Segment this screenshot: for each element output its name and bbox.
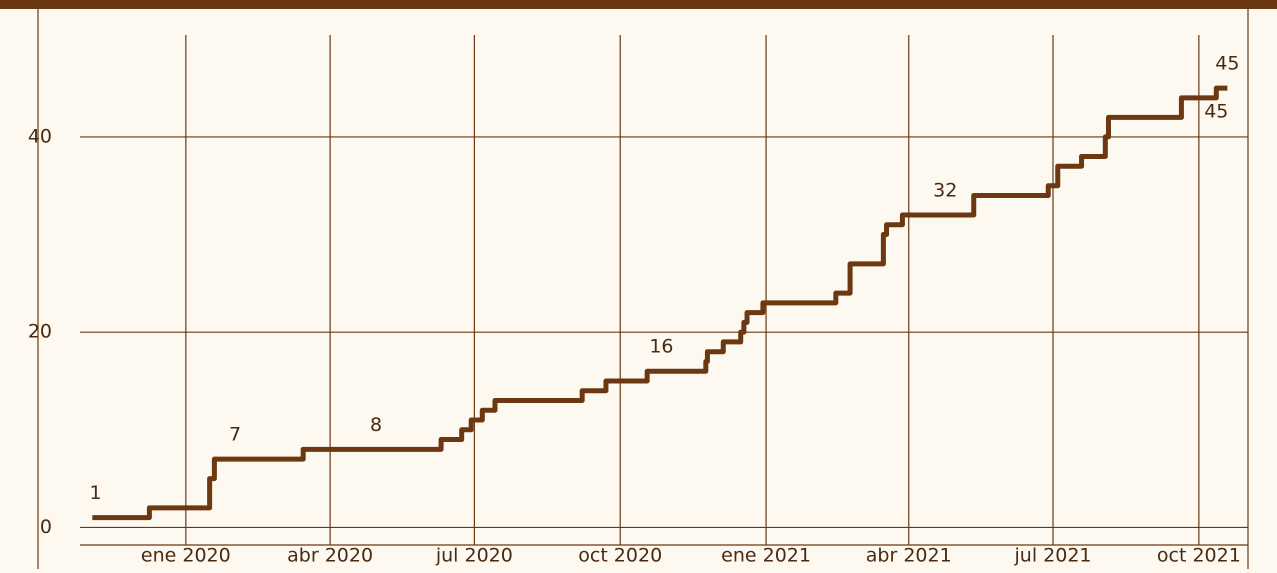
x-tick-label: ene 2021	[721, 545, 811, 567]
x-tick-label: oct 2021	[1157, 545, 1241, 567]
x-tick-label: ene 2020	[141, 545, 231, 567]
annotation: 45	[1204, 101, 1228, 123]
step-line	[92, 85, 1228, 521]
x-tick-label: jul 2020	[435, 545, 513, 567]
annotation: 16	[649, 336, 673, 358]
annotation: 32	[933, 180, 957, 202]
annotation: 8	[370, 414, 382, 436]
x-tick-label: oct 2020	[578, 545, 662, 567]
annotation: 1	[89, 482, 101, 504]
x-tick-label: abr 2020	[287, 545, 373, 567]
top-bar	[0, 0, 1277, 9]
y-tick-label: 40	[28, 125, 52, 147]
y-tick-label: 0	[40, 516, 52, 538]
x-tick-label: abr 2021	[866, 545, 952, 567]
annotation: 45	[1215, 53, 1239, 75]
y-tick-label: 20	[28, 321, 52, 343]
x-tick-label: jul 2021	[1014, 545, 1092, 567]
annotation: 7	[229, 424, 241, 446]
